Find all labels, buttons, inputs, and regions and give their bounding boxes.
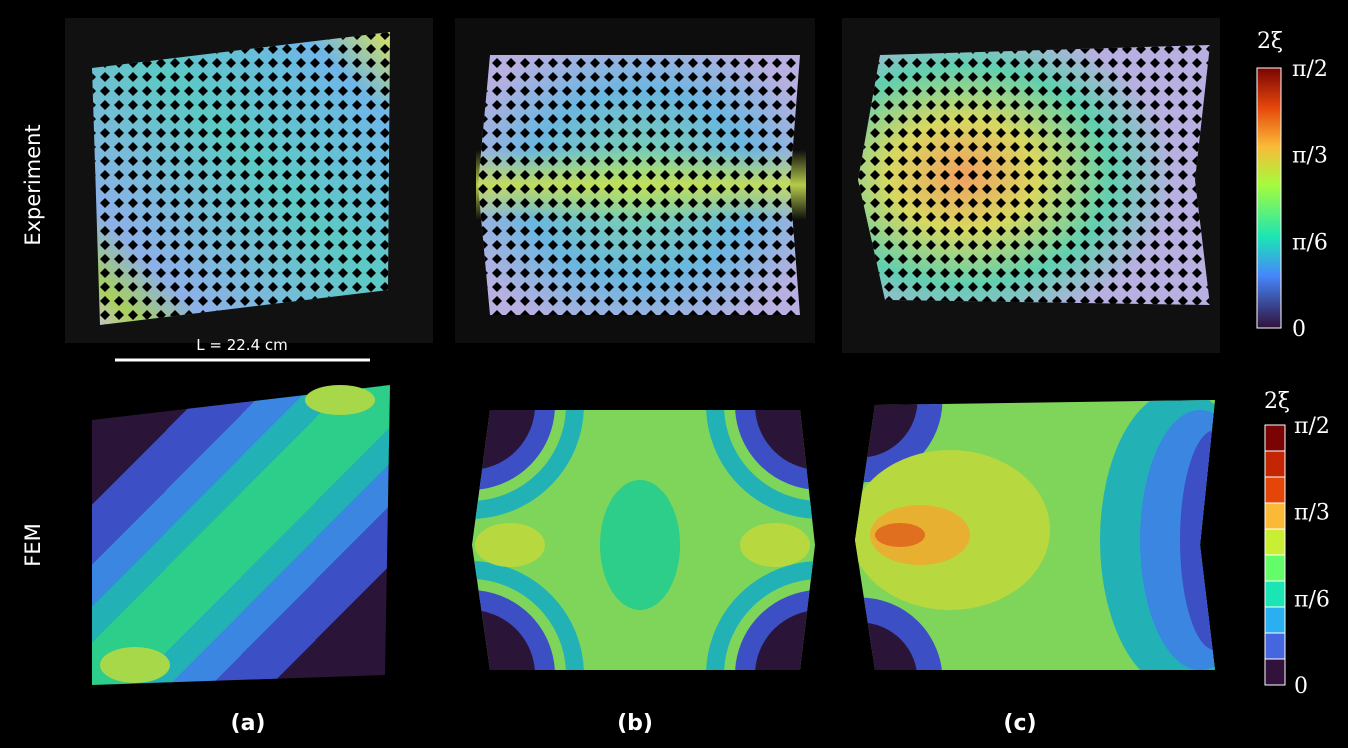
panel-label: (c) [1003, 711, 1036, 736]
lattice-holes [858, 45, 1210, 305]
lattice-holes [478, 55, 800, 315]
fem-hot [100, 647, 170, 683]
colorbar-tick: 0 [1294, 674, 1308, 699]
colorbar-tick: π/6 [1294, 587, 1330, 612]
panel-label: (a) [231, 711, 266, 736]
row-label: Experiment [21, 124, 45, 245]
colorbar-tick: 0 [1292, 317, 1306, 342]
colorbar-tick: π/3 [1294, 501, 1330, 526]
colorbar [1256, 67, 1282, 329]
colorbar-title: 2ξ [1264, 389, 1290, 414]
row-label: FEM [21, 523, 45, 566]
colorbar-tick: π/3 [1292, 144, 1328, 169]
colorbar-tick: π/2 [1292, 57, 1328, 82]
colorbar-title: 2ξ [1257, 29, 1283, 54]
panel-label: (b) [617, 711, 653, 736]
scale-label: L = 22.4 cm [196, 336, 288, 354]
fem-field [92, 385, 390, 685]
colorbar-tick: π/2 [1294, 414, 1330, 439]
fem-hot [305, 385, 375, 415]
colorbar-discrete [1264, 424, 1286, 686]
colorbar-tick: π/6 [1292, 230, 1328, 255]
lattice-holes [92, 32, 390, 325]
